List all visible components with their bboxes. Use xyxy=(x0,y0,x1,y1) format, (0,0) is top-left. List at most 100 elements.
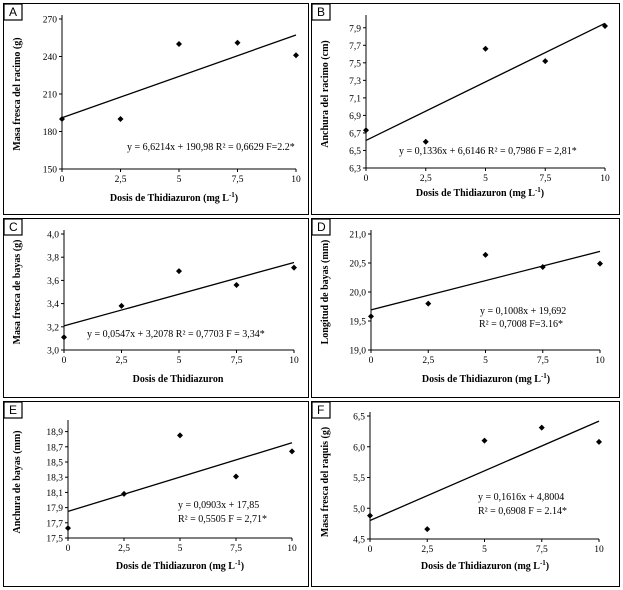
x-tick-label: 0 xyxy=(369,356,374,366)
chart-f: F 4,5 5,0 5,5 6,0 6,5 0 2,5 5 7,5 10 Dosis de Thidi… xyxy=(312,402,604,572)
panel-letter-f: F xyxy=(312,402,331,419)
y-tick-label: 20,0 xyxy=(349,289,366,299)
panel-letter-text: B xyxy=(317,5,325,19)
data-point xyxy=(177,432,183,439)
x-tick-label: 5 xyxy=(177,356,182,366)
data-point xyxy=(367,512,373,519)
trend-line xyxy=(370,250,601,311)
panel-e: E 17,5 17,7 17,9 18,1 18,3 18,5 18,7 18,9 0 2,5 5 7,… xyxy=(3,401,309,587)
data-point xyxy=(291,264,297,271)
panel-letter-box xyxy=(312,219,331,236)
data-point xyxy=(422,138,429,145)
data-point xyxy=(234,39,241,46)
y-tick-label: 270 xyxy=(43,16,58,26)
y-tick-label: 19,5 xyxy=(349,318,366,328)
panel-letter-text: E xyxy=(9,403,17,417)
y-tick-label: 3,8 xyxy=(47,254,59,264)
x-tick-label: 5 xyxy=(482,545,487,555)
data-point xyxy=(61,334,67,341)
trend-line xyxy=(369,420,600,522)
x-tick-label: 10 xyxy=(594,545,604,555)
x-tick-label: 7,5 xyxy=(230,544,242,554)
y-axis-label: Masa fresca de bayas (g) xyxy=(12,240,23,345)
y-tick-label: 3,2 xyxy=(47,323,59,333)
data-point xyxy=(425,300,432,307)
y-tick-label: 210 xyxy=(43,91,58,101)
x-tick-label: 7,5 xyxy=(537,356,549,366)
y-axis-label: Masa fresca del raquis (g) xyxy=(320,427,331,537)
equation-annotation: y = 0,0903x + 17,85 xyxy=(178,500,259,511)
panel-letter-box xyxy=(312,402,331,419)
x-axis-label: Dosis de Thidiazuron (mg L-1) xyxy=(110,191,238,204)
x-tick-label: 2,5 xyxy=(118,544,130,554)
panel-letter-b: B xyxy=(312,4,331,21)
chart-e: E 17,5 17,7 17,9 18,1 18,3 18,5 18,7 18,9 0 2,5 5 7,… xyxy=(4,402,297,572)
data-point xyxy=(233,473,239,480)
y-tick-label: 7,7 xyxy=(349,42,361,52)
y-tick-label: 6,7 xyxy=(349,129,361,139)
x-tick-label: 0 xyxy=(368,545,373,555)
y-tick-label: 18,1 xyxy=(46,489,63,499)
panel-a: A 150 180 210 240 270 0 2,5 5 7,5 10 Dosis de Thidi… xyxy=(3,3,309,215)
data-point xyxy=(482,251,489,258)
y-tick-label: 3,4 xyxy=(47,300,59,310)
x-tick-label: 10 xyxy=(291,175,301,185)
data-point xyxy=(424,526,431,533)
y-tick-label: 19,0 xyxy=(349,347,366,357)
y-tick-label: 17,5 xyxy=(46,535,63,545)
y-axis-label: Anchura del racimo (cm) xyxy=(320,40,331,147)
x-tick-label: 0 xyxy=(62,356,67,366)
data-point xyxy=(482,45,489,52)
chart-b: B 6,3 6,5 6,7 6,9 7,1 7,3 7,5 7,7 7,9 0 2,5 5 7,5 10 Do… xyxy=(312,4,610,199)
panel-f: F 4,5 5,0 5,5 6,0 6,5 0 2,5 5 7,5 10 Dosis de Thidi… xyxy=(311,401,620,587)
panel-letter-a: A xyxy=(4,4,23,21)
y-axis-label: Masa fresca del racimo (g) xyxy=(12,37,23,150)
panel-letter-text: A xyxy=(9,5,17,19)
data-point xyxy=(289,448,295,455)
data-point xyxy=(176,41,182,47)
equation-annotation: y = 0,0547x + 3,2078 R² = 0,7703 F = 3,3… xyxy=(87,329,265,340)
panel-letter-box xyxy=(4,219,23,236)
trend-line xyxy=(61,34,297,119)
y-tick-label: 6,0 xyxy=(353,443,365,453)
x-axis-label: Dosis de Thidiazuron (mg L-1) xyxy=(421,559,549,572)
data-point xyxy=(118,302,125,309)
data-point xyxy=(597,260,603,267)
data-point xyxy=(542,58,549,65)
y-tick-label: 20,5 xyxy=(349,260,366,270)
x-tick-label: 10 xyxy=(600,174,610,184)
x-axis-label: Dosis de Thidiazuron (mg L-1) xyxy=(416,186,544,199)
panel-letter-text: F xyxy=(317,403,324,417)
equation-annotation: R² = 0,6908 F = 2.14* xyxy=(478,506,567,517)
data-point xyxy=(538,424,545,431)
data-point xyxy=(59,116,65,122)
trend-line xyxy=(365,22,606,142)
y-tick-label: 4,5 xyxy=(353,536,365,546)
equation-annotation: R² = 0,5505 F = 2,71* xyxy=(178,514,267,525)
data-point xyxy=(596,438,602,445)
panel-b: B 6,3 6,5 6,7 6,9 7,1 7,3 7,5 7,7 7,9 0 2,5 5 7,5 10 Do… xyxy=(311,3,620,215)
data-point xyxy=(539,264,546,271)
y-tick-label: 17,7 xyxy=(46,519,63,529)
y-tick-label: 3,6 xyxy=(47,277,59,287)
x-tick-label: 2,5 xyxy=(115,175,127,185)
trend-line xyxy=(67,442,293,513)
x-tick-label: 10 xyxy=(595,356,605,366)
x-tick-label: 0 xyxy=(60,175,65,185)
data-point xyxy=(481,437,488,444)
data-point xyxy=(121,490,127,497)
data-point xyxy=(602,23,608,30)
equation-annotation: R² = 0,7008 F=3.16* xyxy=(479,319,563,330)
x-tick-label: 7,5 xyxy=(536,545,548,555)
x-tick-label: 0 xyxy=(66,544,71,554)
trend-line xyxy=(63,261,295,327)
panel-letter-box xyxy=(312,4,331,21)
equation-annotation: y = 0,1008x + 19,692 xyxy=(480,306,566,317)
y-tick-label: 240 xyxy=(43,53,58,63)
y-axis-label: Longitud de bayas (mm) xyxy=(320,240,331,345)
y-tick-label: 17,9 xyxy=(46,504,63,514)
y-tick-label: 6,9 xyxy=(349,112,361,122)
x-tick-label: 2,5 xyxy=(421,545,433,555)
chart-d: D 19,0 19,5 20,0 20,5 21,0 0 2,5 5 7,5 10 Dosis de … xyxy=(312,219,605,385)
x-tick-label: 7,5 xyxy=(231,356,243,366)
